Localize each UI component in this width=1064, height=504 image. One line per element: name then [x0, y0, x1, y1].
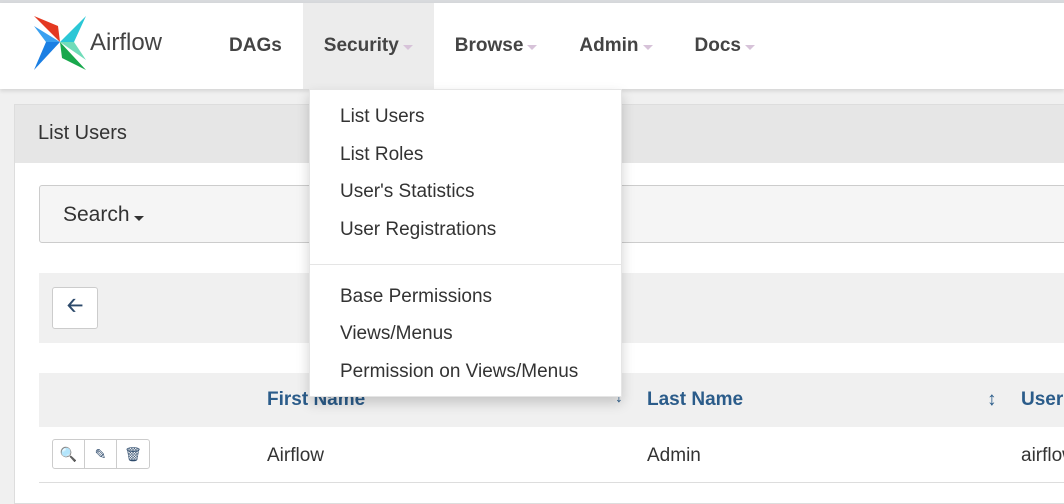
caret-down-icon — [527, 45, 538, 50]
menu-item-list-roles[interactable]: List Roles — [340, 143, 424, 165]
caret-down-icon — [133, 216, 144, 221]
menu-item-base-permissions[interactable]: Base Permissions — [340, 285, 493, 307]
column-user[interactable]: User — [1021, 389, 1064, 410]
back-button[interactable]: 🡠 — [52, 287, 98, 329]
nav-security[interactable]: Security — [302, 3, 434, 89]
menu-item-views-menus[interactable]: Views/Menus — [340, 323, 453, 345]
nav-admin[interactable]: Admin — [558, 3, 673, 89]
menu-item-user-statistics[interactable]: User's Statistics — [340, 181, 475, 203]
sort-icon[interactable]: ↕ — [987, 389, 997, 410]
cell-user: airflow — [1021, 445, 1064, 466]
navbar: Airflow DAGs Security Browse Admin Docs — [0, 3, 1064, 89]
brand-logo[interactable]: Airflow — [34, 16, 162, 70]
nav-label: Security — [323, 35, 399, 56]
nav-browse[interactable]: Browse — [434, 3, 559, 89]
nav-label: Admin — [579, 35, 639, 56]
caret-down-icon — [745, 45, 755, 50]
top-border — [0, 0, 1064, 3]
search-label: Search — [63, 203, 130, 226]
menu-divider — [310, 263, 621, 265]
nav-dags[interactable]: DAGs — [208, 3, 303, 89]
airflow-pinwheel-icon — [34, 16, 86, 70]
cell-first-name: Airflow — [267, 445, 325, 466]
menu-item-user-registrations[interactable]: User Registrations — [340, 219, 497, 241]
caret-down-icon — [642, 45, 653, 50]
menu-item-permission-views-menus[interactable]: Permission on Views/Menus — [340, 361, 579, 383]
edit-icon[interactable]: ✎ — [85, 440, 117, 468]
brand-name: Airflow — [90, 29, 163, 56]
nav-label: DAGs — [229, 35, 282, 56]
nav-label: Docs — [694, 35, 741, 56]
row-actions: 🔍 ✎ 🗑 — [52, 439, 150, 469]
search-icon[interactable]: 🔍 — [53, 440, 85, 468]
menu-item-list-users[interactable]: List Users — [340, 106, 425, 127]
main-nav: DAGs Security Browse Admin Docs — [208, 3, 776, 89]
cell-last-name: Admin — [647, 445, 701, 466]
table-row: 🔍 ✎ 🗑 Airflow Admin airflow — [39, 427, 1064, 483]
trash-icon[interactable]: 🗑 — [124, 445, 142, 462]
back-arrow-icon: 🡠 — [66, 295, 84, 317]
column-last-name[interactable]: Last Name — [647, 389, 744, 410]
sort-icon[interactable]: ↓ — [615, 389, 623, 406]
security-dropdown-menu: List Users List Roles User's Statistics … — [309, 89, 622, 397]
nav-label: Browse — [454, 35, 524, 56]
caret-down-icon — [402, 45, 413, 50]
nav-docs[interactable]: Docs — [674, 3, 776, 89]
